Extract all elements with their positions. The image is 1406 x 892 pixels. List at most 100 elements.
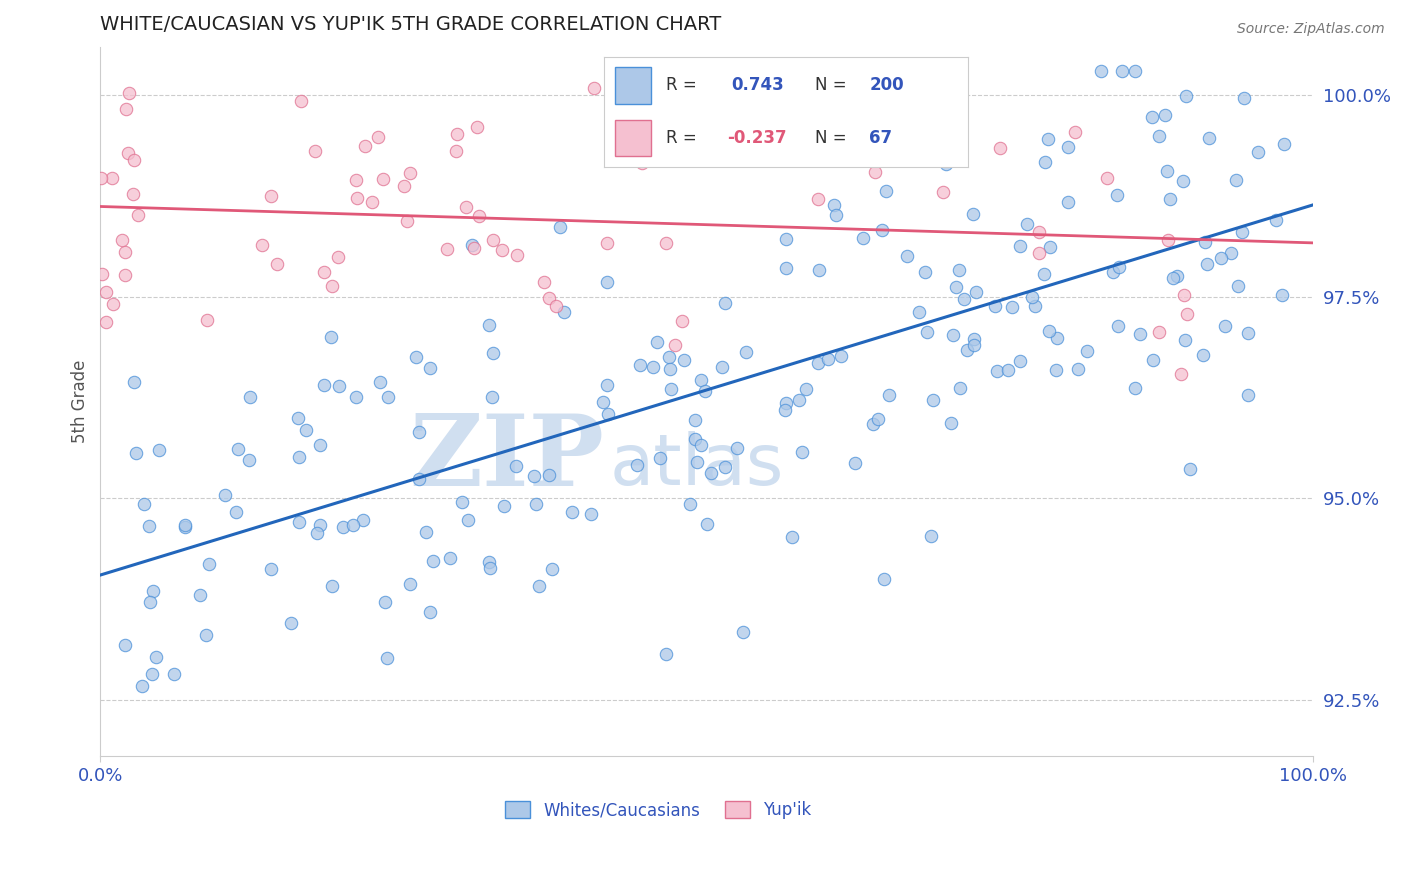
Point [90, 267, 112, 281]
Point [174, 517, 197, 532]
Point [844, 456, 866, 470]
Point [1076, 344, 1098, 359]
Point [1035, 155, 1057, 169]
Point [1108, 260, 1130, 275]
Point [896, 249, 918, 263]
Point [1147, 325, 1170, 339]
Point [852, 231, 875, 245]
Point [446, 128, 468, 142]
Point [142, 584, 165, 599]
Point [266, 257, 288, 271]
Point [290, 94, 312, 108]
Point [138, 518, 160, 533]
Point [94, 285, 117, 299]
Point [714, 296, 737, 310]
Point [1008, 239, 1031, 253]
Point [117, 146, 139, 161]
Point [328, 378, 350, 392]
Point [1032, 268, 1054, 282]
Point [1039, 239, 1062, 253]
Point [658, 362, 681, 376]
Point [626, 458, 648, 472]
Point [260, 188, 283, 202]
Point [965, 285, 987, 299]
Point [775, 232, 797, 246]
Point [439, 550, 461, 565]
Point [1237, 326, 1260, 341]
Point [953, 293, 976, 307]
Point [592, 394, 614, 409]
Point [775, 261, 797, 276]
Point [945, 280, 967, 294]
Point [321, 579, 343, 593]
Point [942, 328, 965, 343]
Point [505, 459, 527, 474]
Point [451, 494, 474, 508]
Point [127, 208, 149, 222]
Point [481, 233, 503, 247]
Point [287, 515, 309, 529]
Point [988, 141, 1011, 155]
Point [1057, 139, 1080, 153]
Point [875, 184, 897, 198]
Point [997, 363, 1019, 377]
Point [408, 472, 430, 486]
Point [163, 666, 186, 681]
Point [733, 625, 755, 640]
Point [326, 250, 349, 264]
Point [1178, 462, 1201, 476]
Point [1107, 187, 1129, 202]
Point [695, 384, 717, 398]
Point [454, 200, 477, 214]
Point [399, 576, 422, 591]
Text: ZIP: ZIP [409, 409, 603, 507]
Point [865, 165, 887, 179]
Point [101, 171, 124, 186]
Point [478, 555, 501, 569]
Point [131, 679, 153, 693]
Point [790, 445, 813, 459]
Point [1236, 388, 1258, 402]
Point [1226, 278, 1249, 293]
Point [711, 359, 734, 374]
Point [872, 223, 894, 237]
Point [583, 81, 606, 95]
Text: Source: ZipAtlas.com: Source: ZipAtlas.com [1237, 22, 1385, 37]
Point [354, 138, 377, 153]
Point [214, 488, 236, 502]
Point [312, 378, 335, 392]
Point [696, 517, 718, 532]
Point [1197, 257, 1219, 271]
Point [914, 265, 936, 279]
Point [908, 305, 931, 319]
Point [956, 343, 979, 358]
Point [1045, 363, 1067, 377]
Point [252, 238, 274, 252]
Point [628, 358, 651, 372]
Point [527, 579, 550, 593]
Point [963, 332, 986, 346]
Point [1028, 225, 1050, 239]
Point [125, 446, 148, 460]
Point [523, 469, 546, 483]
Point [1161, 271, 1184, 285]
Point [962, 207, 984, 221]
Point [436, 242, 458, 256]
Point [197, 557, 219, 571]
Point [352, 513, 374, 527]
Point [304, 144, 326, 158]
Point [225, 505, 247, 519]
Point [457, 513, 479, 527]
Point [1038, 324, 1060, 338]
Point [1101, 264, 1123, 278]
Point [280, 616, 302, 631]
Point [491, 244, 513, 258]
Point [537, 467, 560, 482]
Point [478, 318, 501, 333]
Point [94, 315, 117, 329]
Point [1008, 354, 1031, 368]
Point [375, 650, 398, 665]
Point [399, 166, 422, 180]
Point [101, 297, 124, 311]
Point [548, 220, 571, 235]
